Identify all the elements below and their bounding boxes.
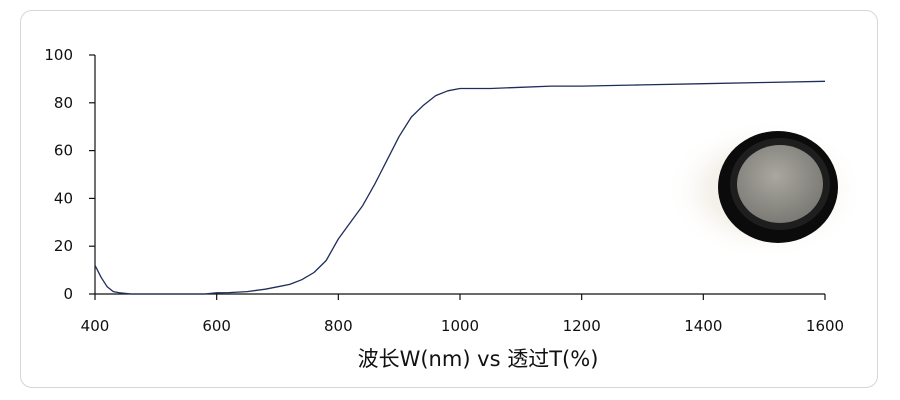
y-tick-label: 100: [44, 46, 73, 64]
x-tick-label: 800: [324, 317, 353, 335]
y-tick-label: 40: [54, 189, 73, 207]
x-tick-label: 1600: [806, 317, 844, 335]
series-group: [94, 80, 826, 295]
x-tick-label: 1400: [684, 317, 722, 335]
x-axis-label: 波长W(nm) vs 透过T(%): [358, 347, 599, 371]
y-tick-label: 60: [54, 142, 73, 160]
transmission-line: [94, 80, 826, 295]
filter-lens-image: [665, 120, 865, 260]
x-tick-label: 400: [81, 317, 110, 335]
y-tick-label: 20: [54, 237, 73, 255]
ticks: 400 600 800 1000 1200 1400 1600 0 20 40 60 80 100: [44, 46, 844, 335]
x-tick-label: 600: [202, 317, 231, 335]
y-tick-label: 0: [63, 285, 73, 303]
x-tick-label: 1000: [441, 317, 479, 335]
x-tick-label: 1200: [563, 317, 601, 335]
y-tick-label: 80: [54, 94, 73, 112]
lens-glass: [737, 145, 823, 223]
